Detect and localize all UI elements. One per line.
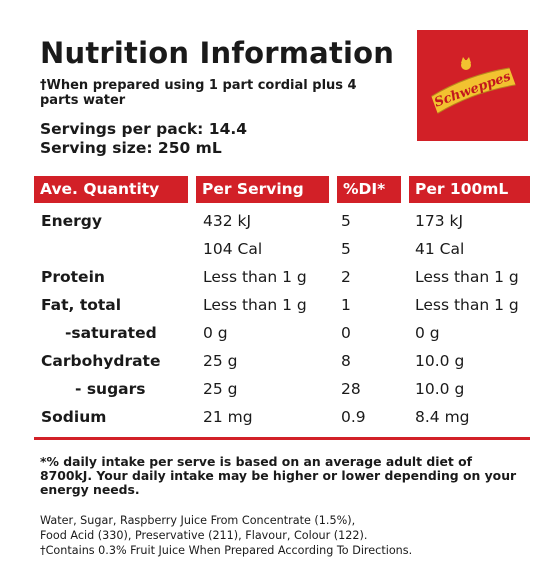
nutrition-table-body: Energy 432 kJ 5 173 kJ 104 Cal 5 41 Cal … bbox=[34, 207, 530, 431]
per-100ml-value: 10.0 g bbox=[415, 380, 465, 398]
per-serving-value: 21 mg bbox=[203, 408, 253, 426]
per-serving-value: 25 g bbox=[203, 352, 238, 370]
per-serving-value: 0 g bbox=[203, 324, 228, 342]
row-label: Sodium bbox=[41, 408, 107, 426]
per-100ml-value: Less than 1 g bbox=[415, 296, 519, 314]
per-serving-value: 432 kJ bbox=[203, 212, 252, 230]
row-label: - sugars bbox=[75, 380, 146, 398]
header-ave-quantity: Ave. Quantity bbox=[34, 176, 188, 203]
row-label: Protein bbox=[41, 268, 105, 286]
percent-di-value: 8 bbox=[341, 352, 351, 370]
percent-di-value: 1 bbox=[341, 296, 351, 314]
row-label: Energy bbox=[41, 212, 102, 230]
row-label: Fat, total bbox=[41, 296, 122, 314]
row-label: -saturated bbox=[65, 324, 157, 342]
table-row-sugars: - sugars 25 g 28 10.0 g bbox=[34, 375, 530, 403]
per-100ml-value: 173 kJ bbox=[415, 212, 464, 230]
daily-intake-footnote: *% daily intake per serve is based on an… bbox=[40, 454, 517, 497]
header-per-100ml: Per 100mL bbox=[409, 176, 530, 203]
per-serving-value: Less than 1 g bbox=[203, 268, 307, 286]
per-serving-value: 25 g bbox=[203, 380, 238, 398]
table-row-sodium: Sodium 21 mg 0.9 8.4 mg bbox=[34, 403, 530, 431]
servings-info: Servings per pack: 14.4 Serving size: 25… bbox=[40, 120, 247, 158]
percent-di-value: 28 bbox=[341, 380, 361, 398]
table-row-fat-total: Fat, total Less than 1 g 1 Less than 1 g bbox=[34, 291, 530, 319]
table-row-protein: Protein Less than 1 g 2 Less than 1 g bbox=[34, 263, 530, 291]
ingredients-line: Food Acid (330), Preservative (211), Fla… bbox=[40, 529, 368, 542]
per-100ml-value: Less than 1 g bbox=[415, 268, 519, 286]
per-100ml-value: 8.4 mg bbox=[415, 408, 470, 426]
percent-di-value: 5 bbox=[341, 212, 351, 230]
per-serving-value: Less than 1 g bbox=[203, 296, 307, 314]
per-100ml-value: 0 g bbox=[415, 324, 440, 342]
servings-per-pack: Servings per pack: 14.4 bbox=[40, 120, 248, 138]
serving-size: Serving size: 250 mL bbox=[40, 139, 222, 157]
table-row-saturated: -saturated 0 g 0 0 g bbox=[34, 319, 530, 347]
per-serving-value: 104 Cal bbox=[203, 240, 263, 258]
per-100ml-value: 10.0 g bbox=[415, 352, 465, 370]
table-row-carbohydrate: Carbohydrate 25 g 8 10.0 g bbox=[34, 347, 530, 375]
prepared-note: †When prepared using 1 part cordial plus… bbox=[40, 78, 357, 108]
ingredients-list: Water, Sugar, Raspberry Juice From Conce… bbox=[40, 513, 528, 558]
page-title: Nutrition Information bbox=[40, 36, 395, 70]
percent-di-value: 5 bbox=[341, 240, 351, 258]
schweppes-logo-icon: Schweppes bbox=[431, 57, 516, 114]
per-100ml-value: 41 Cal bbox=[415, 240, 465, 258]
header-per-serving: Per Serving bbox=[196, 176, 329, 203]
row-label: Carbohydrate bbox=[41, 352, 161, 370]
divider bbox=[34, 437, 530, 440]
percent-di-value: 2 bbox=[341, 268, 351, 286]
nutrition-panel: Nutrition Information †When prepared usi… bbox=[34, 26, 530, 571]
table-header: Ave. Quantity Per Serving %DI* Per 100mL bbox=[34, 176, 530, 203]
schweppes-logo: Schweppes bbox=[417, 30, 528, 141]
ingredients-line: Water, Sugar, Raspberry Juice From Conce… bbox=[40, 514, 356, 527]
header-percent-di: %DI* bbox=[337, 176, 401, 203]
table-row-energy-cal: 104 Cal 5 41 Cal bbox=[34, 235, 530, 263]
percent-di-value: 0 bbox=[341, 324, 351, 342]
percent-di-value: 0.9 bbox=[341, 408, 366, 426]
table-row-energy: Energy 432 kJ 5 173 kJ bbox=[34, 207, 530, 235]
fruit-juice-note: †Contains 0.3% Fruit Juice When Prepared… bbox=[40, 544, 413, 557]
